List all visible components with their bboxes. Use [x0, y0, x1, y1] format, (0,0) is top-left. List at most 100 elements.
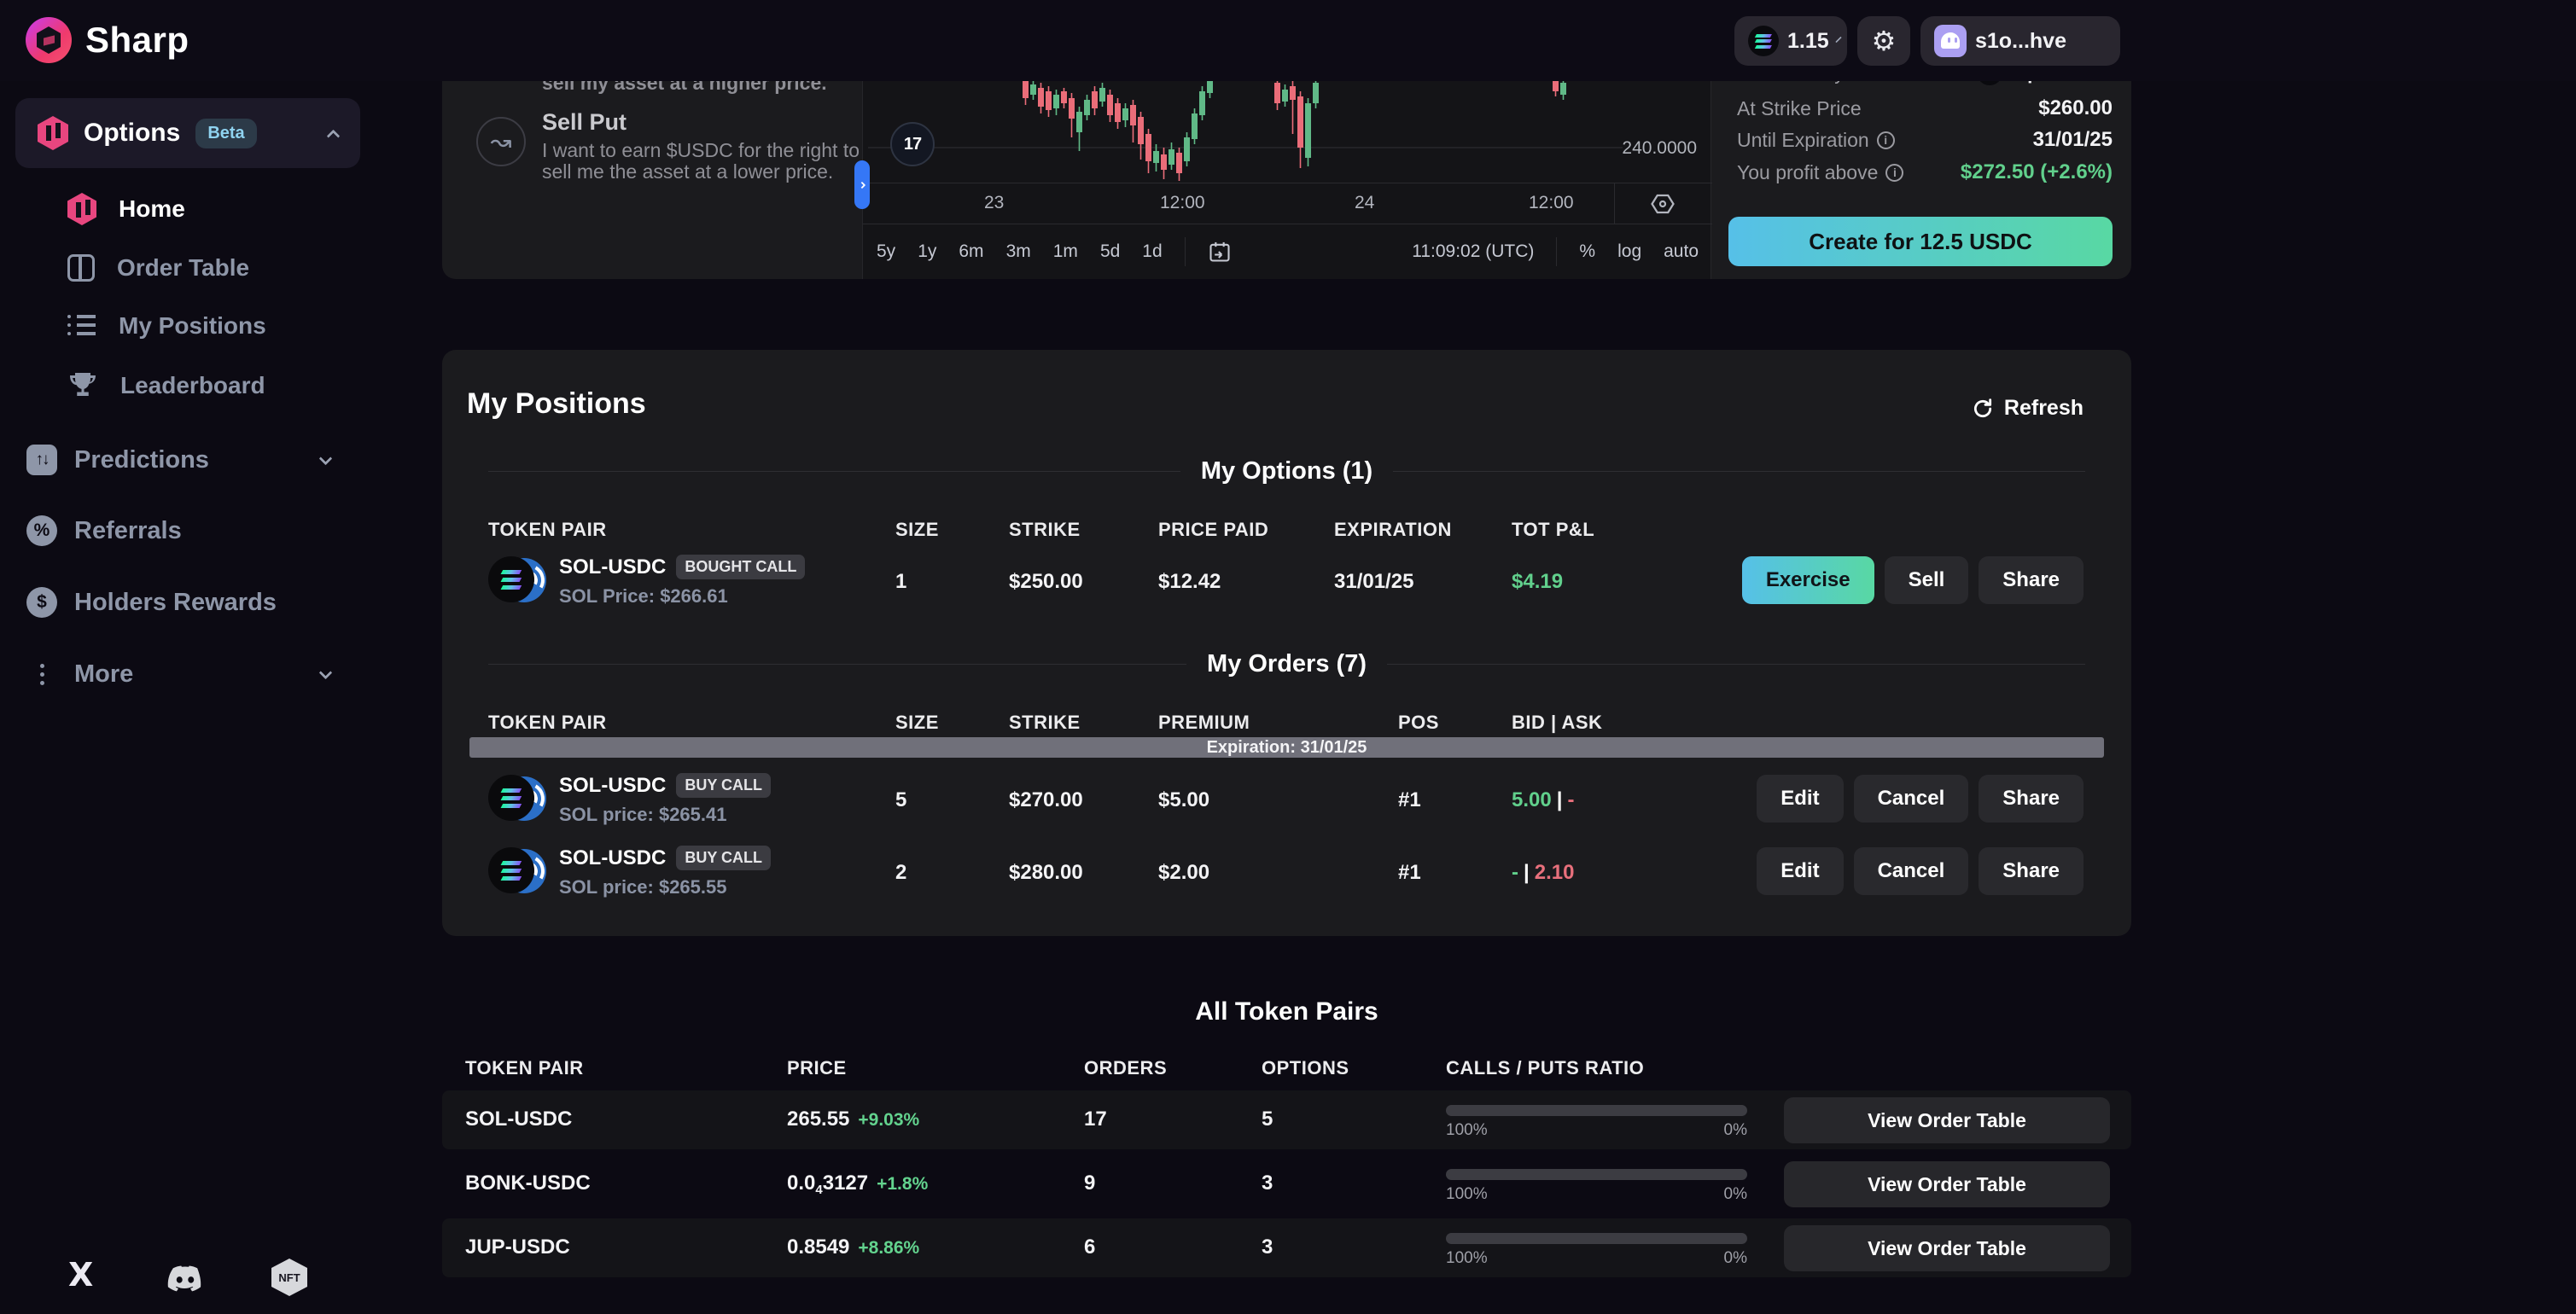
create-option-button[interactable]: Create for 12.5 USDC [1728, 217, 2113, 266]
beta-badge: Beta [195, 119, 256, 148]
pair-price: 0.8549+8.86% [787, 1236, 919, 1259]
solana-icon [488, 775, 534, 821]
sol-usdc-pair-icon [488, 775, 546, 823]
scale-log[interactable]: log [1617, 241, 1641, 262]
sol-usdc-pair-icon [488, 847, 546, 895]
column-header: EXPIRATION [1334, 519, 1452, 541]
wallet-address: s1o...hve [1975, 29, 2066, 54]
home-icon [67, 193, 96, 225]
column-header: PREMIUM [1158, 712, 1250, 734]
info-icon[interactable]: i [1885, 164, 1903, 182]
list-icon [67, 313, 96, 339]
edit-button[interactable]: Edit [1757, 847, 1843, 895]
range-5d[interactable]: 5d [1100, 241, 1120, 262]
sell-put-description: I want to earn $USDC for the right to se… [542, 140, 860, 183]
pair-subprice: SOL price: $265.41 [559, 804, 771, 826]
range-1y[interactable]: 1y [918, 241, 936, 262]
column-header: PRICE PAID [1158, 519, 1268, 541]
brand[interactable]: Sharp [26, 17, 189, 63]
settings-button[interactable]: ⚙ [1857, 16, 1910, 66]
order-table-icon [67, 254, 95, 282]
ratio-labels: 100%0% [1446, 1185, 1747, 1204]
sharp-logo-icon [26, 17, 72, 63]
range-6m[interactable]: 6m [959, 241, 983, 262]
all-token-pairs-section: All Token Pairs TOKEN PAIR PRICE ORDERS … [442, 979, 2131, 1294]
sidebar-item-leaderboard[interactable]: Leaderboard [67, 365, 265, 406]
scale-percent[interactable]: % [1579, 241, 1595, 262]
size-cell: 2 [895, 861, 906, 885]
calls-puts-ratio-bar [1446, 1233, 1747, 1244]
bid-ask-cell: 5.00|- [1512, 788, 1574, 812]
calls-puts-ratio-bar [1446, 1169, 1747, 1180]
sidebar-section-more[interactable]: More [26, 653, 351, 695]
sidebar-section-referrals[interactable]: % Referrals [26, 509, 351, 552]
solana-icon [1748, 26, 1779, 56]
trophy-icon [67, 370, 98, 401]
refresh-button[interactable]: Refresh [1972, 396, 2084, 421]
summary-row: You profit above i $272.50 (+2.6%) [1711, 158, 2131, 187]
scale-auto[interactable]: auto [1664, 241, 1699, 262]
view-order-table-button[interactable]: View Order Table [1784, 1097, 2110, 1143]
sidebar-group-options[interactable]: Options Beta [15, 98, 360, 168]
sidebar-section-holders-rewards[interactable]: $ Holders Rewards [26, 581, 351, 624]
share-button[interactable]: Share [1979, 775, 2084, 823]
my-positions-card: My Positions Refresh My Options (1) TOKE… [442, 350, 2131, 936]
column-header: CALLS / PUTS RATIO [1446, 1057, 1644, 1079]
tradingview-logo[interactable]: 17 [890, 122, 935, 166]
range-3m[interactable]: 3m [1006, 241, 1031, 262]
range-5y[interactable]: 5y [877, 241, 895, 262]
pair-price: 0.043127+1.8% [787, 1172, 928, 1195]
strike-cell: $280.00 [1009, 861, 1083, 885]
orders-count: 6 [1084, 1236, 1095, 1259]
sidebar-section-predictions[interactable]: ↑↓ Predictions [26, 439, 351, 481]
share-button[interactable]: Share [1979, 556, 2084, 604]
phantom-wallet-icon [1934, 25, 1967, 57]
timezone-settings-icon[interactable] [1650, 191, 1676, 217]
calendar-icon[interactable] [1208, 240, 1232, 264]
pair-name: SOL-USDC [559, 774, 666, 797]
panel-collapse-handle[interactable] [854, 160, 870, 209]
x-twitter-icon[interactable]: X [68, 1256, 93, 1294]
premium-cell: $5.00 [1158, 788, 1209, 812]
wallet-button[interactable]: s1o...hve [1920, 16, 2120, 66]
exercise-button[interactable]: Exercise [1742, 556, 1874, 604]
summary-label: At Strike Price [1737, 97, 1862, 120]
range-1m[interactable]: 1m [1053, 241, 1078, 262]
solana-icon [488, 556, 534, 602]
summary-row: Until Expiration i 31/01/25 [1711, 125, 2131, 154]
referrals-icon: % [26, 515, 57, 546]
sell-put-title[interactable]: Sell Put [542, 109, 627, 136]
summary-value: 31/01/25 [2033, 128, 2113, 152]
sol-price-selector[interactable]: 1.15 [1734, 16, 1847, 66]
chart-clock[interactable]: 11:09:02 (UTC) [1412, 241, 1534, 262]
pair-name: SOL-USDC [559, 555, 666, 579]
bid-ask-cell: -|2.10 [1512, 861, 1574, 885]
calls-puts-ratio-bar [1446, 1105, 1747, 1116]
column-header: TOKEN PAIR [465, 1057, 584, 1079]
sidebar-item-my-positions[interactable]: My Positions [67, 305, 266, 346]
nft-icon[interactable]: NFT [271, 1259, 307, 1296]
info-icon[interactable]: i [1877, 131, 1895, 149]
range-1d[interactable]: 1d [1142, 241, 1162, 262]
time-tick: 12:00 [1529, 193, 1574, 213]
token-pair-row: BONK-USDC 0.043127+1.8% 9 3 100%0% View … [442, 1154, 2131, 1213]
sidebar-item-home[interactable]: Home [67, 189, 185, 230]
column-header: PRICE [787, 1057, 847, 1079]
cancel-button[interactable]: Cancel [1854, 775, 1969, 823]
summary-value-profit: $272.50 (+2.6%) [1961, 160, 2113, 184]
sell-button[interactable]: Sell [1885, 556, 1969, 604]
view-order-table-button[interactable]: View Order Table [1784, 1161, 2110, 1207]
sidebar-item-order-table[interactable]: Order Table [67, 247, 249, 288]
column-header: BID | ASK [1512, 712, 1602, 734]
cancel-button[interactable]: Cancel [1854, 847, 1969, 895]
edit-button[interactable]: Edit [1757, 775, 1843, 823]
time-tick: 12:00 [1160, 193, 1205, 213]
options-section-header: My Options (1) [488, 457, 2085, 485]
sidebar-section-label: Holders Rewards [74, 589, 277, 617]
view-order-table-button[interactable]: View Order Table [1784, 1225, 2110, 1271]
order-type-badge: BUY CALL [676, 773, 771, 798]
orders-count: 17 [1084, 1108, 1107, 1131]
discord-icon[interactable] [166, 1265, 204, 1292]
share-button[interactable]: Share [1979, 847, 2084, 895]
premium-cell: $2.00 [1158, 861, 1209, 885]
